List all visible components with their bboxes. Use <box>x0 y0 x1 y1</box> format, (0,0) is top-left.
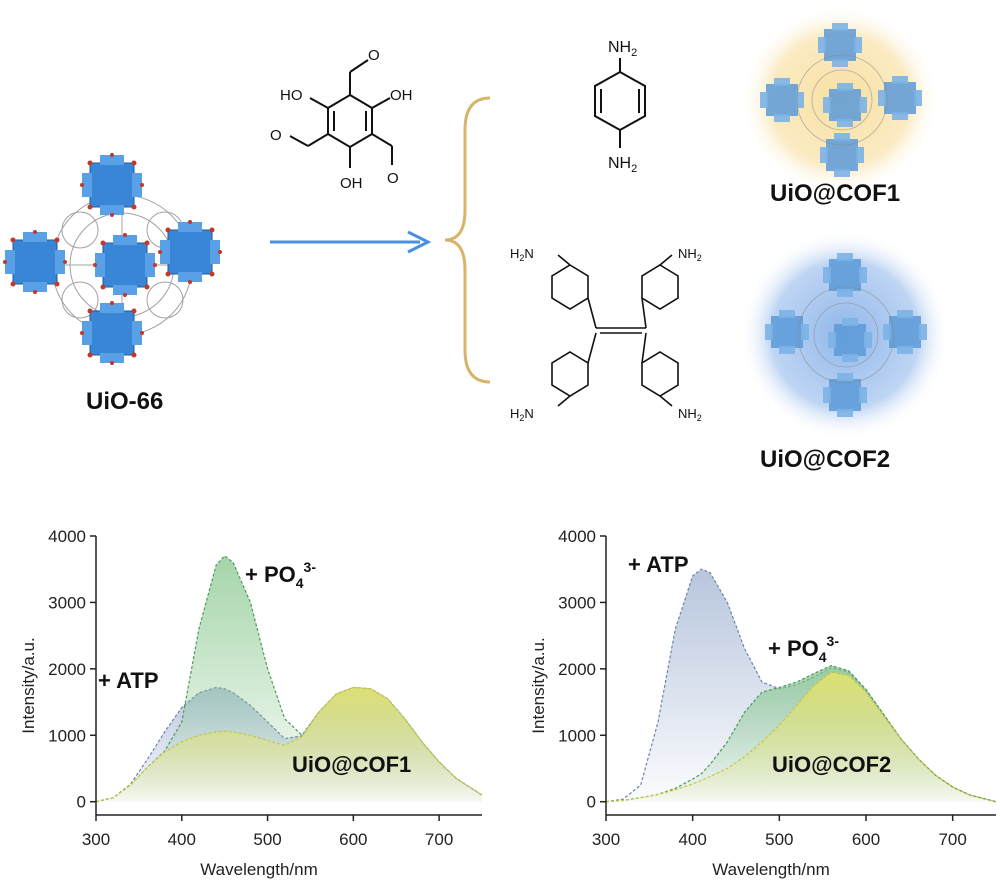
etta-nh2-bottomright: NH2 <box>678 406 702 423</box>
series-line-2 <box>605 664 997 803</box>
y-tick-label: 1000 <box>48 726 86 745</box>
curly-brace <box>444 96 491 384</box>
y-axis-label: Intensity/a.u. <box>529 637 548 733</box>
y-tick-label: 3000 <box>48 593 86 612</box>
aldehyde-oh-bottom: OH <box>340 175 363 192</box>
y-tick-label: 0 <box>587 793 596 812</box>
x-tick-label: 700 <box>938 830 966 849</box>
y-tick-label: 2000 <box>558 660 596 679</box>
x-tick-label: 400 <box>678 830 706 849</box>
aldehyde-molecule <box>289 59 393 168</box>
x-axis-label: Wavelength/nm <box>200 860 317 879</box>
synthesis-scheme: HO OH OH O O O NH2 NH2 H2N NH2 H2N NH2 <box>2 5 950 440</box>
x-tick-label: 700 <box>425 830 453 849</box>
x-tick-label: 400 <box>168 830 196 849</box>
series-area-0 <box>606 672 996 802</box>
chart-uio-cof2: 0 1000 2000 3000 4000 300 400 500 600 700 Waveleng… <box>529 527 997 879</box>
series-line-0 <box>605 671 997 803</box>
y-tick-label: 2000 <box>48 660 86 679</box>
aldehyde-ho-left: HO <box>280 87 303 104</box>
pda-nh2-bottom: NH2 <box>608 155 637 175</box>
etta-molecule <box>551 254 679 407</box>
y-axis-label: Intensity/a.u. <box>19 637 38 733</box>
annotation-1: + PO43- <box>245 559 316 591</box>
uio-cof2-label: UiO@COF2 <box>760 446 891 473</box>
annotation-0: + ATP <box>98 668 159 693</box>
pda-molecule <box>594 58 646 148</box>
x-tick-label: 300 <box>82 830 110 849</box>
x-axis-label: Wavelength/nm <box>712 860 829 879</box>
aldehyde-o-top: O <box>368 47 380 64</box>
annotation-2: UiO@COF1 <box>292 752 411 777</box>
chart-uio-cof1: 0 1000 2000 3000 4000 300 400 500 600 700 Waveleng… <box>19 527 483 879</box>
reaction-arrow <box>270 230 432 254</box>
aldehyde-oh-right: OH <box>390 87 413 104</box>
annotation-2: UiO@COF2 <box>772 752 891 777</box>
pda-nh2-top: NH2 <box>608 39 637 59</box>
y-tick-label: 1000 <box>558 726 596 745</box>
annotation-0: + ATP <box>628 552 689 577</box>
x-tick-label: 300 <box>592 830 620 849</box>
uio-cof1-structure <box>740 5 940 195</box>
y-tick-label: 0 <box>77 793 86 812</box>
x-tick-label: 500 <box>765 830 793 849</box>
series-line-0 <box>95 686 483 803</box>
annotation-1: + PO43- <box>768 633 839 665</box>
uio-cof1-label: UiO@COF1 <box>770 180 901 207</box>
uio-cof2-structure <box>740 230 950 440</box>
etta-h2n-bottomleft: H2N <box>510 406 534 423</box>
x-tick-label: 500 <box>253 830 281 849</box>
etta-h2n-topleft: H2N <box>510 246 534 263</box>
x-tick-label: 600 <box>852 830 880 849</box>
series-area-0 <box>96 687 482 802</box>
x-tick-label: 600 <box>339 830 367 849</box>
uio66-structure <box>2 152 223 366</box>
aldehyde-o-left: O <box>270 127 282 144</box>
etta-nh2-topright: NH2 <box>678 246 702 263</box>
aldehyde-o-right: O <box>387 170 399 187</box>
y-tick-label: 4000 <box>48 527 86 546</box>
y-tick-label: 4000 <box>558 527 596 546</box>
y-tick-label: 3000 <box>558 593 596 612</box>
uio66-label: UiO-66 <box>86 388 164 415</box>
